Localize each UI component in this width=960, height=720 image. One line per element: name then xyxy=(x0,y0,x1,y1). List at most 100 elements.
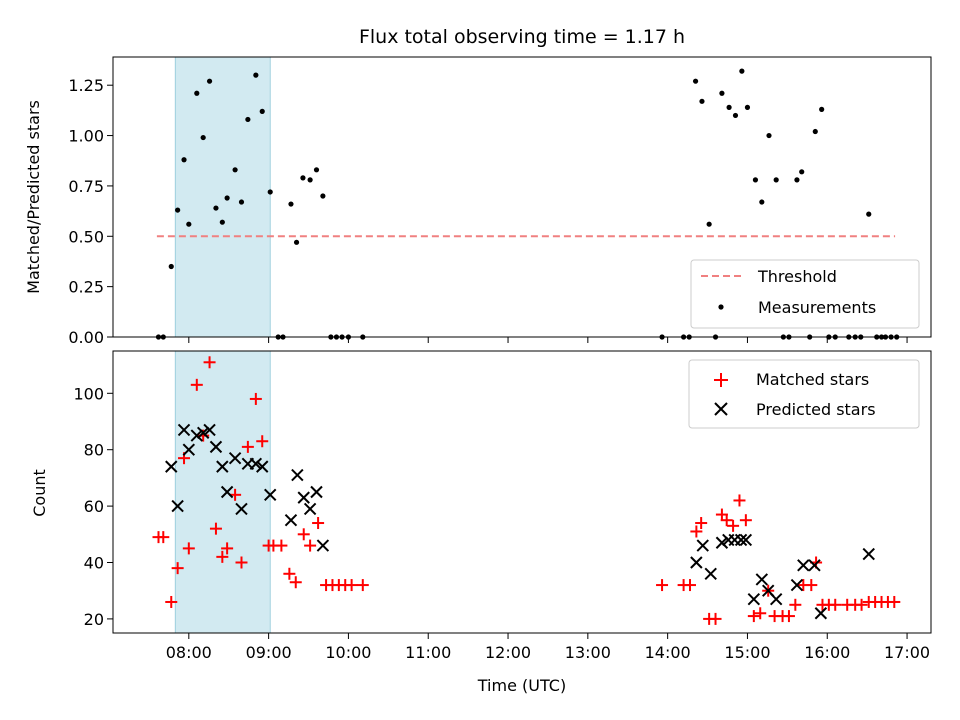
measurement-point xyxy=(692,78,699,84)
measurement-point xyxy=(238,199,245,205)
predicted-star-point xyxy=(690,556,703,569)
measurement-point xyxy=(699,98,705,104)
y-tick-label: 100 xyxy=(73,384,104,403)
matched-star-point xyxy=(249,392,262,405)
matched-star-point xyxy=(695,517,708,530)
matched-star-point xyxy=(235,556,248,569)
measurement-point xyxy=(181,157,187,163)
matched-star-point xyxy=(209,522,222,535)
matched-star-point xyxy=(171,562,184,575)
matched-star-point xyxy=(805,579,818,592)
predicted-star-point xyxy=(862,547,875,561)
legend-threshold-label: Threshold xyxy=(757,267,837,286)
matched-star-point xyxy=(165,595,178,608)
x-tick-label: 09:00 xyxy=(246,643,292,662)
x-tick-label: 13:00 xyxy=(565,643,611,662)
bottom-legend: Matched stars Predicted stars xyxy=(688,359,920,429)
measurement-point xyxy=(232,167,238,173)
legend-predicted-label: Predicted stars xyxy=(756,400,876,419)
measurement-point xyxy=(175,207,181,213)
bottom-legend-box xyxy=(688,359,920,429)
matched-star-point xyxy=(283,567,296,580)
matched-star-point xyxy=(256,435,269,448)
predicted-star-point xyxy=(235,502,248,516)
legend-matched-swatch xyxy=(714,373,728,387)
measurement-point xyxy=(744,104,751,110)
predicted-star-point xyxy=(739,533,753,547)
predicted-star-point xyxy=(216,460,229,473)
top-panel: 0.00 0.25 0.50 0.75 1.00 1.25 Matched/Predict… xyxy=(24,56,932,347)
matched-star-point xyxy=(727,519,740,532)
measurement-point xyxy=(293,239,300,245)
measurement-point xyxy=(866,211,872,217)
matched-stars-series xyxy=(152,356,901,625)
predicted-star-point xyxy=(297,491,310,504)
measurement-point xyxy=(213,205,219,211)
measurement-point xyxy=(732,112,739,119)
measurement-point xyxy=(224,195,230,201)
matched-star-point xyxy=(739,514,752,527)
y-tick-label: 60 xyxy=(84,497,104,516)
y-tick-label: 0.25 xyxy=(68,278,104,297)
predicted-star-point xyxy=(814,607,828,620)
matched-star-point xyxy=(690,525,703,538)
top-y-axis-label: Matched/Predicted stars xyxy=(24,100,43,294)
predicted-star-point xyxy=(228,451,242,465)
matched-star-point xyxy=(656,579,669,592)
x-tick-label: 16:00 xyxy=(804,643,850,662)
matched-star-point xyxy=(754,607,767,620)
measurement-point xyxy=(245,116,251,123)
measurement-point xyxy=(219,219,225,225)
measurement-point xyxy=(320,193,326,199)
top-legend: Threshold Measurements xyxy=(690,259,920,329)
predicted-star-point xyxy=(171,499,184,513)
matched-star-point xyxy=(182,542,195,555)
measurement-point xyxy=(259,108,265,114)
legend-matched-label: Matched stars xyxy=(756,370,869,389)
predicted-stars-series xyxy=(165,423,875,620)
matched-star-point xyxy=(747,610,760,623)
x-tick-label: 17:00 xyxy=(884,643,930,662)
measurement-point xyxy=(267,189,273,195)
matched-star-point xyxy=(312,517,325,530)
predicted-star-point xyxy=(256,460,269,473)
predicted-star-point xyxy=(196,426,210,439)
predicted-star-point xyxy=(797,559,810,572)
chart-title: Flux total observing time = 1.17 h xyxy=(359,26,685,48)
bottom-y-ticks: 20 40 60 80 100 xyxy=(73,384,113,629)
predicted-star-point xyxy=(165,460,178,473)
matched-star-point xyxy=(789,598,802,611)
predicted-star-point xyxy=(303,502,317,516)
measurement-point xyxy=(773,177,779,183)
matched-star-point xyxy=(157,531,170,544)
predicted-star-point xyxy=(747,592,761,606)
matched-star-point xyxy=(345,579,358,592)
top-axes-frame xyxy=(112,56,932,338)
y-tick-label: 40 xyxy=(84,554,104,573)
predicted-star-point xyxy=(310,485,323,499)
measurement-point xyxy=(752,177,759,183)
measurement-point xyxy=(819,106,825,112)
x-tick-label: 15:00 xyxy=(724,643,770,662)
measurement-point xyxy=(766,132,772,139)
measurement-point xyxy=(300,175,306,181)
predicted-star-point xyxy=(264,488,277,502)
measurement-point xyxy=(200,134,206,141)
predicted-star-point xyxy=(284,513,298,527)
predicted-star-point xyxy=(790,578,804,592)
predicted-star-point xyxy=(734,533,748,547)
matched-star-point xyxy=(241,440,254,453)
matched-star-point xyxy=(275,539,288,552)
predicted-star-point xyxy=(182,443,196,456)
predicted-star-point xyxy=(291,468,304,482)
predicted-star-point xyxy=(249,457,263,471)
matched-star-point xyxy=(733,494,746,507)
bottom-panel: 20 40 60 80 100 08:00 09:00 10:00 11:00 12:00 13:… xyxy=(30,350,932,695)
matched-star-point xyxy=(720,514,733,527)
x-tick-label: 12:00 xyxy=(485,643,531,662)
matched-star-point xyxy=(190,378,203,391)
top-y-ticks: 0.00 0.25 0.50 0.75 1.00 1.25 xyxy=(68,76,113,347)
matched-star-point xyxy=(289,576,302,589)
matched-star-point xyxy=(221,542,234,555)
